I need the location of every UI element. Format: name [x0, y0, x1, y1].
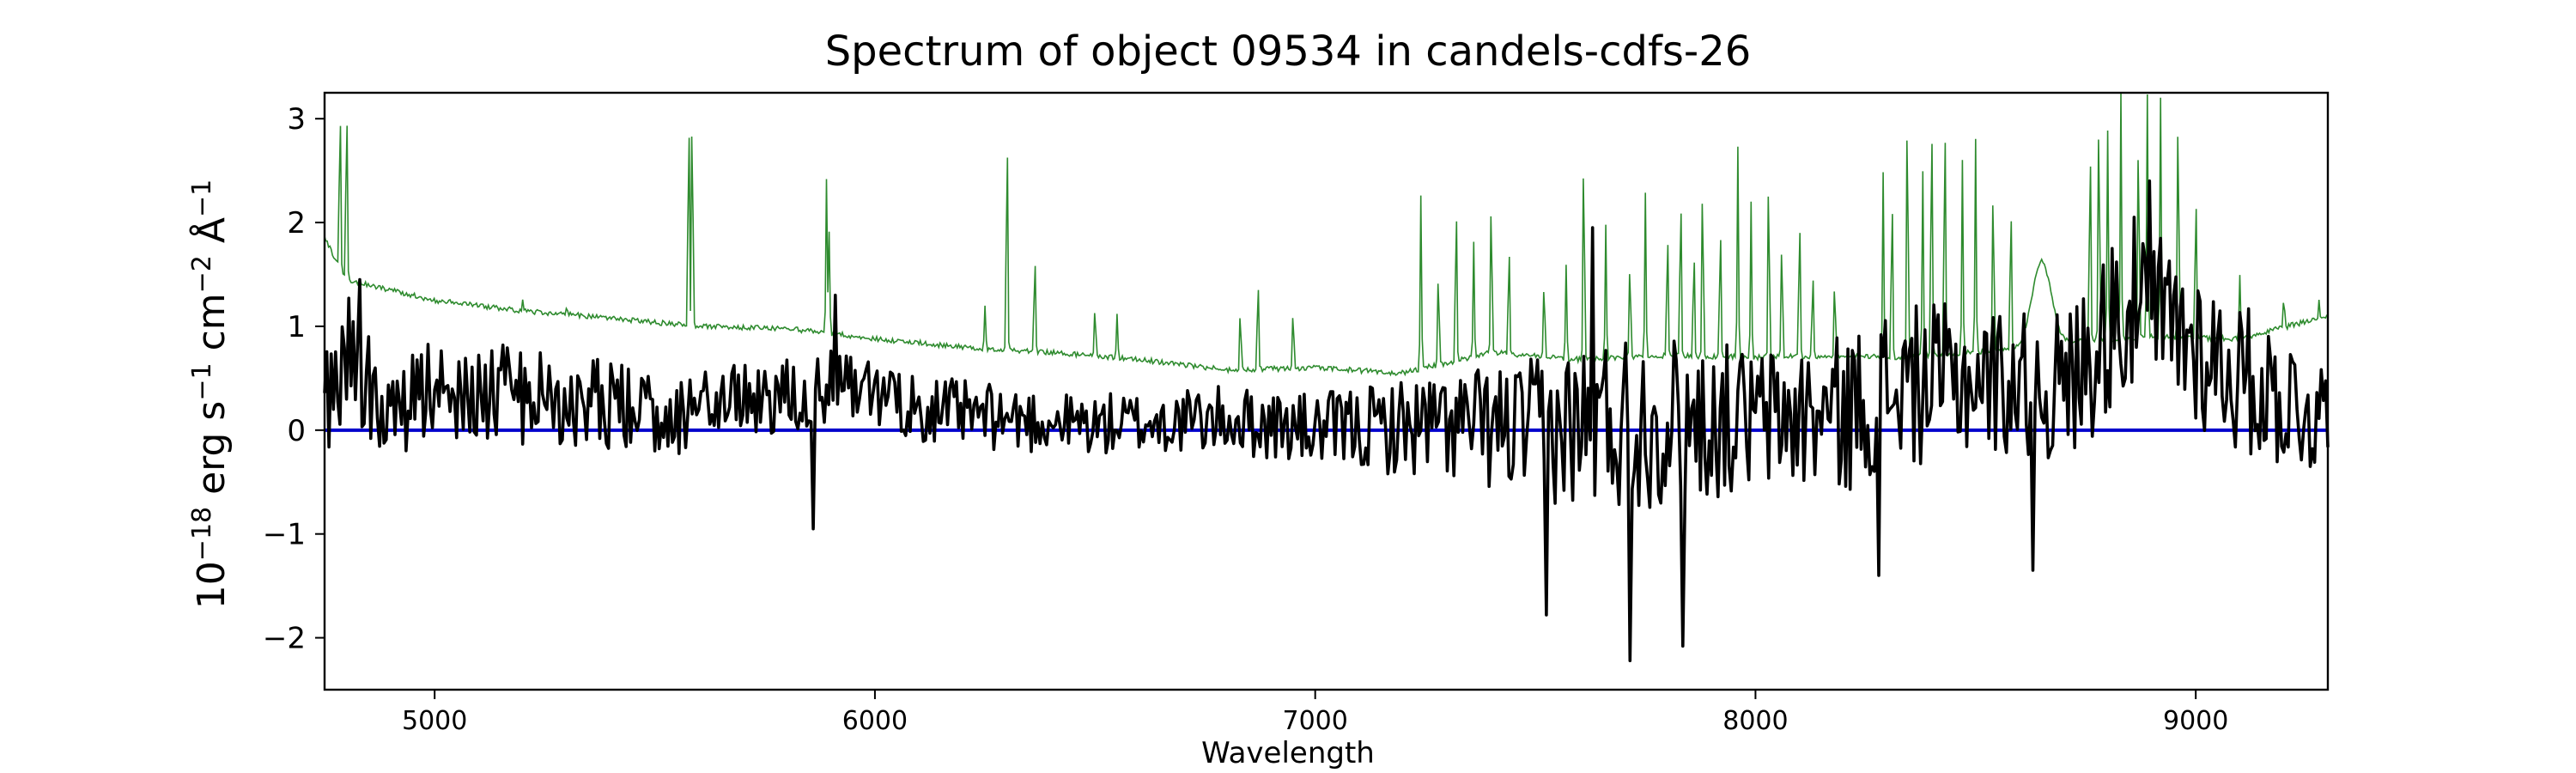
flux-spectrum-line: [323, 179, 2330, 663]
x-axis-label: Wavelength: [1201, 736, 1375, 770]
chart-title: Spectrum of object 09534 in candels-cdfs…: [824, 27, 1752, 76]
sky-spectrum: [324, 92, 2328, 377]
x-tick-label: 9000: [2163, 706, 2228, 736]
x-tick-label: 8000: [1722, 706, 1788, 736]
y-tick-label: −1: [263, 518, 306, 552]
y-tick-label: 1: [287, 310, 306, 344]
y-tick-label: 2: [287, 206, 306, 240]
y-tick-label: 0: [287, 414, 306, 448]
y-axis-label: 10−18 erg s−1 cm−2 Å−1: [187, 179, 234, 610]
x-tick-label: 7000: [1283, 706, 1348, 736]
x-tick-label: 5000: [402, 706, 467, 736]
plot-frame: [323, 91, 2330, 691]
x-tick-label: 6000: [842, 706, 908, 736]
y-tick-label: 3: [287, 102, 306, 137]
axes: 5000 6000 7000 8000 9000 −2 −1 0 1 2 3: [263, 91, 2330, 736]
y-tick-label: −2: [263, 622, 306, 656]
sky-spectrum-line: [324, 92, 2328, 377]
flux-spectrum: [323, 179, 2330, 663]
